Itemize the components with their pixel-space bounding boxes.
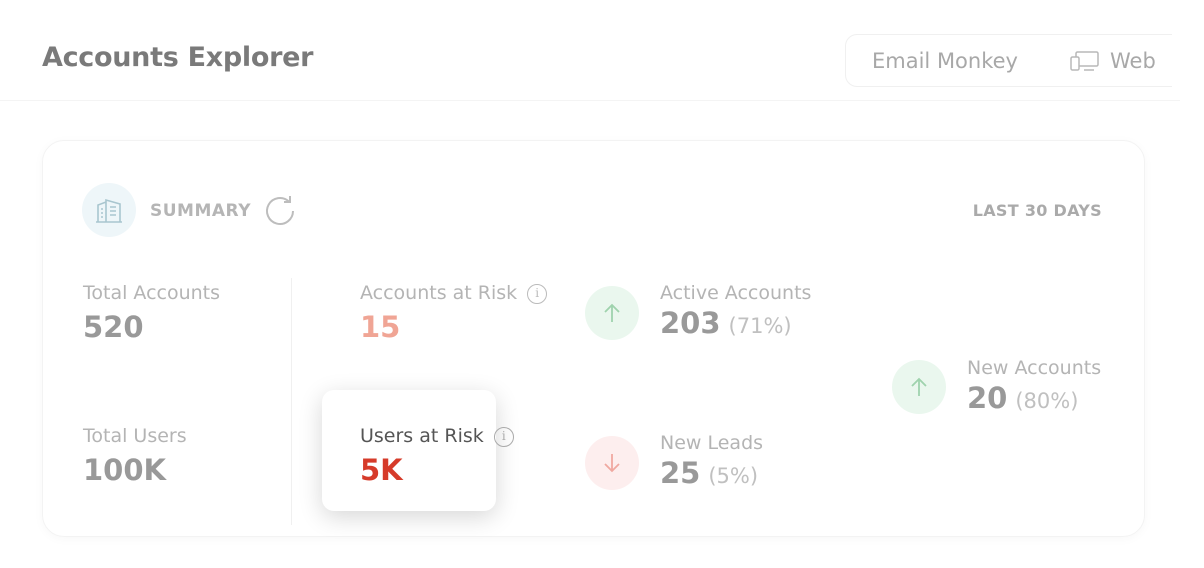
page-title: Accounts Explorer	[42, 42, 314, 73]
tab-web[interactable]: Web	[1044, 49, 1172, 73]
app-tabs: Email Monkey Web	[845, 34, 1172, 87]
metric-value: 5K	[360, 453, 403, 487]
metric-value: 25	[660, 456, 701, 490]
metric-value: 520	[83, 310, 144, 344]
metric-label: Active Accounts	[660, 282, 812, 304]
metric-value: 20	[967, 381, 1008, 415]
users-at-risk-card[interactable]	[322, 390, 496, 511]
metric-label: Total Users	[83, 425, 187, 447]
accounts-at-risk: Accounts at Risk i 15	[360, 282, 548, 344]
info-icon[interactable]: i	[493, 427, 514, 447]
users-at-risk: Users at Risk i 5K	[360, 425, 514, 487]
metric-value: 15	[360, 310, 401, 344]
header-divider	[0, 100, 1180, 101]
arrow-up-icon	[585, 286, 639, 340]
column-divider	[291, 278, 292, 525]
active-accounts: Active Accounts 203 (71%)	[660, 282, 811, 340]
metric-label: Users at Risk	[360, 425, 484, 447]
tab-label: Email Monkey	[872, 48, 1018, 73]
total-users: Total Users 100K	[83, 425, 187, 487]
summary-label: SUMMARY	[150, 201, 252, 221]
info-icon[interactable]: i	[527, 284, 548, 304]
metric-percent: (80%)	[1015, 389, 1079, 413]
total-accounts: Total Accounts 520	[83, 282, 220, 344]
refresh-icon[interactable]	[262, 194, 298, 232]
new-accounts: New Accounts 20 (80%)	[967, 357, 1101, 415]
tab-email-monkey[interactable]: Email Monkey	[846, 49, 1044, 73]
metric-label: New Accounts	[967, 357, 1102, 379]
metric-percent: (71%)	[728, 314, 792, 338]
metric-label: Accounts at Risk	[360, 282, 518, 304]
arrow-down-icon	[585, 436, 639, 490]
metric-label: New Leads	[660, 432, 764, 454]
metric-value: 100K	[83, 453, 167, 487]
summary-card	[42, 140, 1145, 537]
metric-value: 203	[660, 306, 721, 340]
building-icon	[82, 183, 136, 237]
devices-icon	[1070, 50, 1099, 71]
new-leads: New Leads 25 (5%)	[660, 432, 763, 490]
tab-label: Web	[1109, 48, 1156, 73]
arrow-up-icon	[892, 360, 946, 414]
metric-label: Total Accounts	[83, 282, 221, 304]
metric-percent: (5%)	[708, 464, 759, 488]
period-label: LAST 30 DAYS	[972, 201, 1102, 220]
